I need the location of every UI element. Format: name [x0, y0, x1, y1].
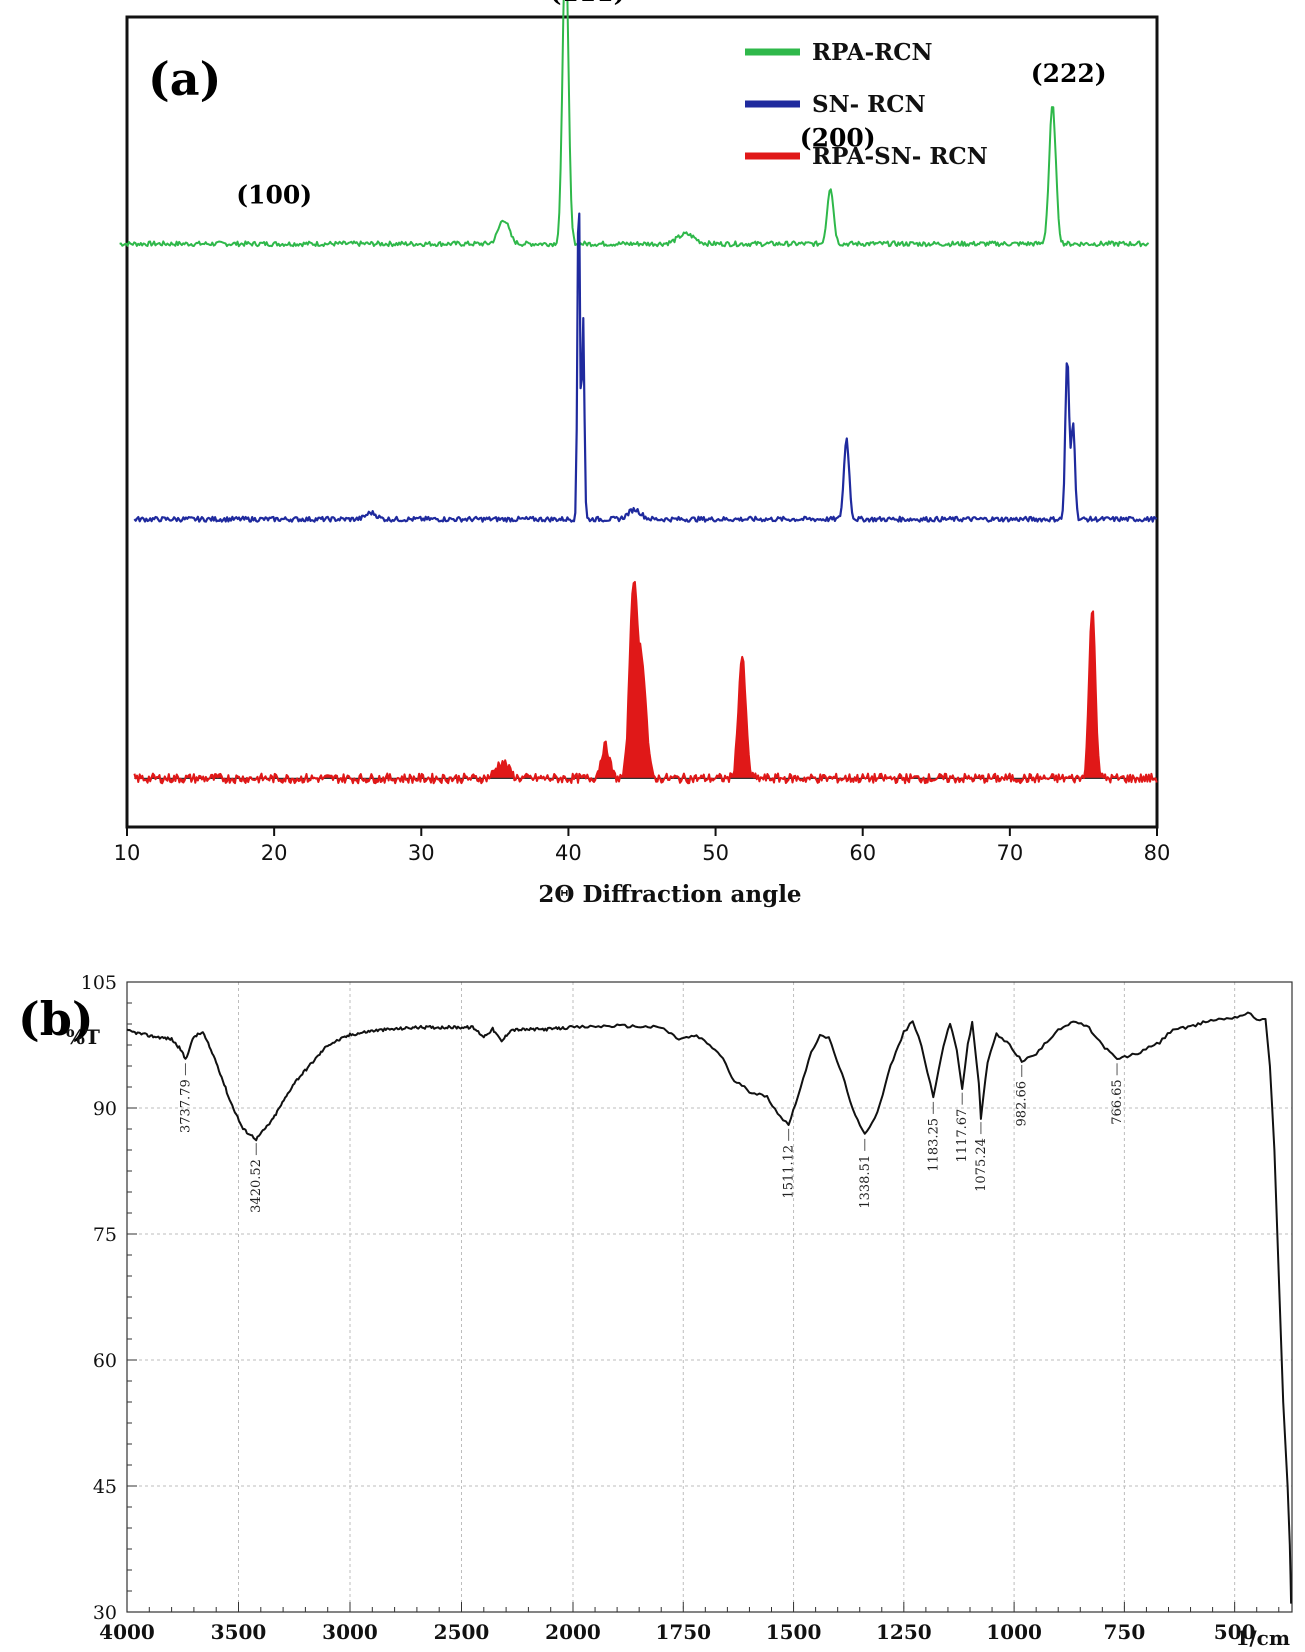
ftir-x-axis-label: 1/cm: [1235, 1626, 1290, 1650]
ftir-peak-annotation: 1183.25: [926, 1118, 941, 1172]
xrd-x-axis-label: 2Θ Diffraction angle: [538, 881, 801, 908]
legend-label-sn-rcn: SN- RCN: [812, 91, 926, 118]
ftir-x-tick-label: 3000: [322, 1620, 378, 1644]
ftir-plot-frame: [126, 981, 1293, 1613]
ftir-x-tick-label: 750: [1104, 1620, 1146, 1644]
ftir-x-tick-label: 500: [1214, 1620, 1256, 1644]
xrd-x-axis: 10 20 30 40 50 60 70 80: [114, 827, 1171, 865]
xrd-series-group: [119, 0, 1158, 785]
ftir-peak-annotation: 982.66: [1015, 1081, 1030, 1127]
xrd-series-line-rpa-rcn: [119, 0, 1150, 248]
ftir-y-axis-label: %T: [66, 1025, 100, 1049]
ftir-panel: 30 45 60 75 90 105 4000 3500 3000 2500 2000 1750 15…: [18, 972, 1293, 1650]
ftir-peak-annotation: 1511.12: [782, 1145, 797, 1199]
xrd-x-tick-label: 60: [849, 841, 876, 865]
xrd-x-tick-label: 70: [996, 841, 1023, 865]
ftir-x-tick-label: 1250: [876, 1620, 932, 1644]
legend-label-rpa-sn-rcn: RPA-SN- RCN: [812, 143, 988, 170]
ftir-series-group: [126, 1011, 1293, 1604]
ftir-x-tick-label: 2000: [545, 1620, 601, 1644]
xrd-series-area-rpa-sn-rcn: [134, 581, 1157, 784]
ftir-y-axis: 30 45 60 75 90 105: [81, 972, 137, 1624]
ftir-x-tick-label: 4000: [99, 1620, 155, 1644]
ftir-x-tick-label: 2500: [434, 1620, 490, 1644]
xrd-peak-labels: (100) (111) (200) (222): [236, 0, 1106, 209]
xrd-peak-label: (200): [800, 124, 876, 153]
ftir-y-tick-label: 30: [93, 1602, 117, 1624]
ftir-peak-annotation: 1338.51: [858, 1155, 873, 1209]
ftir-y-tick-label: 60: [93, 1350, 117, 1372]
xrd-x-tick-label: 30: [408, 841, 435, 865]
ftir-peak-annotation: 1117.67: [955, 1109, 970, 1163]
xrd-peak-label: (222): [1031, 59, 1107, 88]
xrd-peak-label: (111): [550, 0, 626, 7]
xrd-x-tick-label: 10: [114, 841, 141, 865]
ftir-x-axis: 4000 3500 3000 2500 2000 1750 1500 1250 1000 750 5…: [99, 1602, 1280, 1644]
ftir-x-tick-label: 1750: [655, 1620, 711, 1644]
ftir-peak-annotation: 766.65: [1110, 1079, 1125, 1125]
ftir-spectrum-line: [126, 1011, 1293, 1604]
ftir-x-tick-label: 3500: [211, 1620, 267, 1644]
ftir-peak-annotations: 3737.79 3420.52 1511.12 1338.51 1183.25 1117.…: [178, 1063, 1125, 1213]
ftir-peak-annotation: 3737.79: [178, 1079, 193, 1133]
panel-label-b: (b): [18, 992, 94, 1046]
legend-label-rpa-rcn: RPA-RCN: [812, 39, 933, 66]
xrd-x-tick-label: 40: [555, 841, 582, 865]
ftir-peak-annotation: 1075.24: [974, 1138, 989, 1192]
xrd-series-line-sn-rcn: [133, 212, 1158, 523]
xrd-peak-label: (100): [236, 180, 312, 209]
ftir-x-tick-label: 1500: [766, 1620, 822, 1644]
ftir-y-tick-label: 45: [93, 1476, 117, 1498]
ftir-y-tick-label: 90: [93, 1098, 117, 1120]
ftir-peak-annotation: 3420.52: [249, 1159, 264, 1213]
xrd-x-tick-label: 20: [261, 841, 288, 865]
panel-label-a: (a): [148, 52, 221, 106]
xrd-x-tick-label: 50: [702, 841, 729, 865]
ftir-y-tick-label: 105: [81, 972, 117, 994]
xrd-series-line-rpa-sn-rcn: [133, 580, 1158, 785]
xrd-x-tick-label: 80: [1144, 841, 1171, 865]
xrd-legend: RPA-RCN SN- RCN RPA-SN- RCN: [745, 39, 988, 170]
ftir-grid: [126, 981, 1292, 1613]
ftir-y-tick-label: 75: [93, 1224, 117, 1246]
ftir-x-tick-label: 1000: [986, 1620, 1042, 1644]
